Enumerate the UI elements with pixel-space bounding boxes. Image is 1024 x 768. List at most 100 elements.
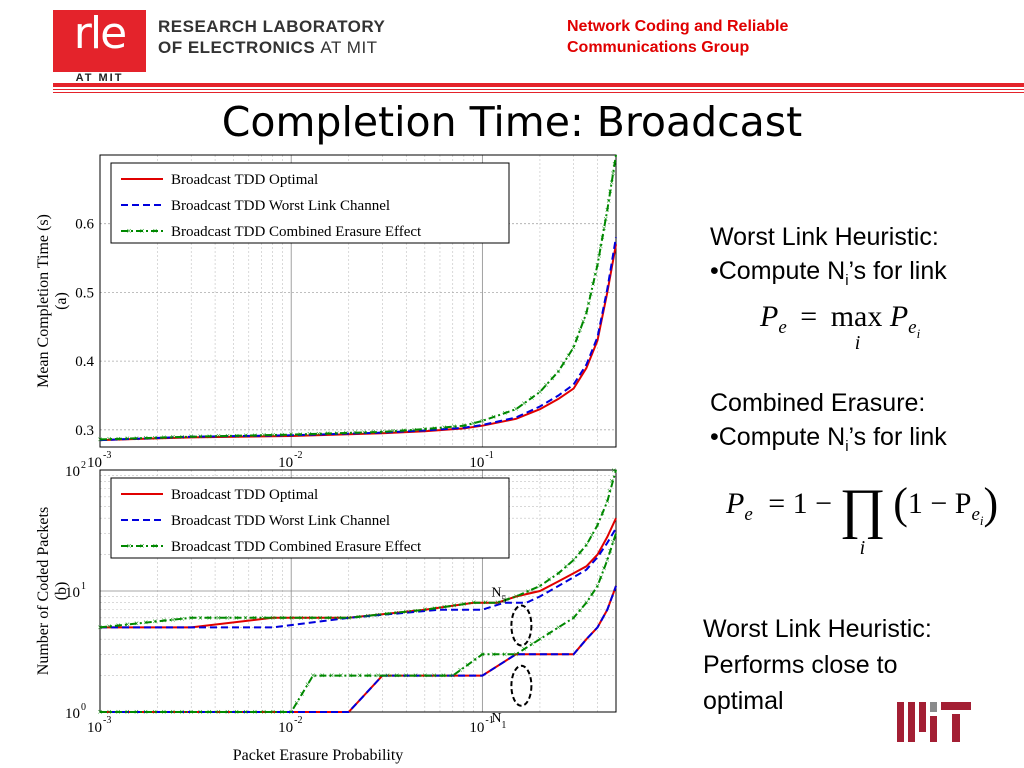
- series-marker: ×: [601, 564, 606, 574]
- series-marker: ×: [598, 242, 603, 252]
- legend-marker: ×: [126, 226, 131, 236]
- series-marker: ×: [334, 428, 339, 438]
- x-tick-exp: -2: [294, 450, 302, 461]
- series-marker: ×: [97, 434, 102, 444]
- series-marker: ×: [442, 422, 447, 432]
- equation-product: Pe = 1 − ∏ i (1 − Pei): [726, 478, 998, 559]
- series-marker: ×: [366, 671, 371, 681]
- series-marker: ×: [607, 486, 612, 496]
- series-marker: ×: [225, 707, 230, 717]
- series-line: [100, 532, 617, 713]
- series-marker: ×: [198, 707, 203, 717]
- conclusion-line3: optimal: [703, 687, 784, 715]
- group-name: Network Coding and Reliable Communication…: [567, 16, 788, 58]
- y-tick-label: 0.5: [75, 285, 94, 301]
- series-marker: ×: [234, 613, 239, 623]
- x-tick-label: 10: [87, 720, 102, 736]
- series-marker: ×: [561, 358, 566, 368]
- series-marker: ×: [432, 603, 437, 613]
- series-marker: ×: [595, 260, 600, 270]
- worst-heading: Worst Link Heuristic:: [710, 223, 939, 251]
- chart-b: × × × × × × × × × × × × × × × × × × × × × × × × × × × × × × × × × × × × × × × ×…: [35, 460, 617, 764]
- eq1-op: max: [830, 300, 883, 333]
- series-marker: ×: [207, 613, 212, 623]
- series-marker: ×: [207, 707, 212, 717]
- series-marker: ×: [502, 408, 507, 418]
- eq2-lhs-sub: e: [744, 504, 753, 525]
- legend-marker: ×: [126, 541, 131, 551]
- series-marker: ×: [584, 540, 589, 550]
- series-marker: ×: [544, 380, 549, 390]
- series-marker: ×: [432, 423, 437, 433]
- annotation-sub: 5: [501, 595, 506, 606]
- series-marker: ×: [125, 434, 130, 444]
- series-marker: ×: [261, 613, 266, 623]
- series-marker: ×: [270, 430, 275, 440]
- lab-name-line1: RESEARCH LABORATORY: [158, 17, 386, 36]
- header-rule-top: [53, 83, 1024, 87]
- series-marker: ×: [325, 429, 330, 439]
- annotation-ellipse: [510, 664, 533, 707]
- series-marker: ×: [207, 431, 212, 441]
- series-marker: ×: [600, 232, 605, 242]
- series-marker: ×: [563, 562, 568, 572]
- series-marker: ×: [161, 707, 166, 717]
- series-marker: ×: [577, 605, 582, 615]
- series-marker: ×: [412, 425, 417, 435]
- series-line: [99, 469, 617, 629]
- series-marker: ×: [134, 707, 139, 717]
- series-marker: ×: [537, 581, 542, 591]
- series-marker: ×: [422, 605, 427, 615]
- series-marker: ×: [362, 427, 367, 437]
- rle-logo-subtext: AT MIT: [75, 72, 124, 84]
- y-tick-label: 10: [65, 706, 80, 722]
- series-marker: ×: [299, 613, 304, 623]
- series-marker: ×: [394, 671, 399, 681]
- series-marker: ×: [413, 606, 418, 616]
- group-name-line2: Communications Group: [567, 39, 750, 56]
- series-marker: ×: [529, 393, 534, 403]
- series-marker: ×: [143, 707, 148, 717]
- series-marker: ×: [577, 325, 582, 335]
- series-marker: ×: [605, 205, 610, 215]
- series-marker: ×: [320, 671, 325, 681]
- eq2-rhs-a: = 1 −: [768, 487, 833, 520]
- eq2-inner: 1 − P: [907, 487, 972, 520]
- series-marker: ×: [97, 707, 102, 717]
- series-marker: ×: [598, 572, 603, 582]
- series-marker: ×: [413, 671, 418, 681]
- series-marker: ×: [170, 615, 175, 625]
- y-tick-exp: 1: [81, 581, 86, 592]
- eq1-op-sub: i: [854, 332, 861, 354]
- combined-heading: Combined Erasure:: [710, 389, 926, 417]
- series-marker: ×: [170, 707, 175, 717]
- series-marker: ×: [152, 617, 157, 627]
- series-marker: ×: [270, 707, 275, 717]
- eq1-lhs: P: [760, 300, 779, 333]
- eq2-lhs: P: [726, 487, 745, 520]
- series-marker: ×: [198, 432, 203, 442]
- series-marker: ×: [581, 317, 586, 327]
- series-marker: ×: [252, 707, 257, 717]
- legend-marker: ×: [152, 541, 157, 551]
- worst-bullet-sub: i: [845, 272, 849, 289]
- series-marker: ×: [337, 613, 342, 623]
- y-axis-label-sub: (a): [53, 292, 70, 310]
- series-marker: ×: [261, 707, 266, 717]
- legend-label: Broadcast TDD Combined Erasure Effect: [171, 539, 422, 555]
- combined-bullet-a: •Compute N: [710, 423, 846, 451]
- annotation-label: N: [491, 586, 501, 601]
- eq2-prod: ∏: [839, 478, 886, 540]
- series-marker: ×: [134, 433, 139, 443]
- series-line: [100, 527, 617, 629]
- series-marker: ×: [452, 422, 457, 432]
- series-marker: ×: [547, 628, 552, 638]
- eq1-lhs-sub: e: [778, 317, 787, 338]
- eq2-inner-subsub: i: [979, 512, 984, 528]
- series-marker: ×: [338, 671, 343, 681]
- x-tick-exp: -3: [103, 715, 111, 726]
- series-marker: ×: [483, 598, 488, 608]
- series-marker: ×: [300, 689, 305, 699]
- series-marker: ×: [180, 614, 185, 624]
- annotation-label: N: [491, 711, 501, 726]
